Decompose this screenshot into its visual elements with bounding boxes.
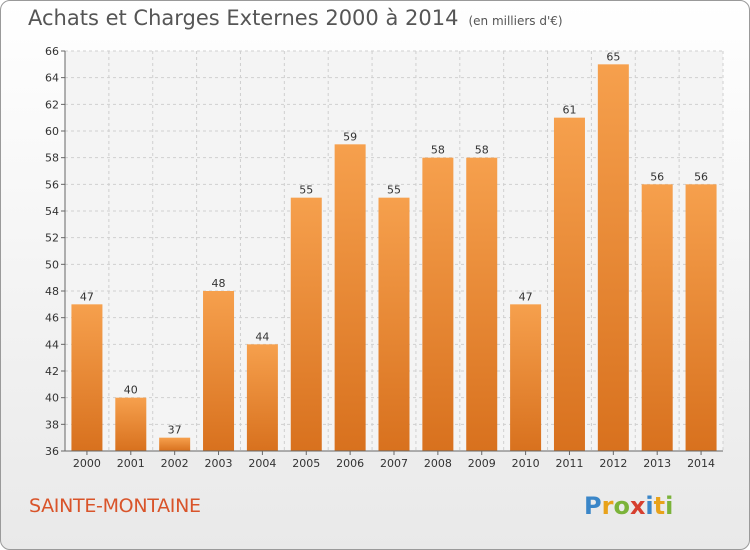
bar-2012 bbox=[597, 64, 629, 452]
y-tick-label: 50 bbox=[45, 258, 59, 271]
x-tick-label-2000: 2000 bbox=[73, 457, 101, 470]
value-label-2001: 40 bbox=[124, 384, 138, 397]
x-tick-label-2010: 2010 bbox=[512, 457, 540, 470]
y-tick-label: 66 bbox=[45, 45, 59, 58]
bar-2006 bbox=[334, 144, 366, 452]
bar-2010 bbox=[510, 304, 542, 451]
value-label-2011: 61 bbox=[562, 104, 576, 117]
proxiti-logo[interactable]: Proxiti bbox=[584, 489, 694, 521]
y-tick-label: 58 bbox=[45, 152, 59, 165]
chart-title-row: Achats et Charges Externes 2000 à 2014 (e… bbox=[28, 6, 563, 30]
y-tick-label: 38 bbox=[45, 418, 59, 431]
bar-2003 bbox=[203, 291, 235, 451]
bar-2005 bbox=[290, 197, 322, 451]
x-tick-label-2005: 2005 bbox=[292, 457, 320, 470]
bar-2004 bbox=[246, 344, 278, 451]
bar-2007 bbox=[378, 197, 410, 451]
bar-2002 bbox=[159, 437, 191, 451]
bar-2009 bbox=[466, 157, 498, 451]
value-label-2009: 58 bbox=[475, 144, 489, 157]
svg-text:Proxiti: Proxiti bbox=[584, 492, 673, 520]
value-label-2007: 55 bbox=[387, 184, 401, 197]
y-tick-label: 40 bbox=[45, 392, 59, 405]
y-tick-label: 62 bbox=[45, 98, 59, 111]
y-tick-label: 64 bbox=[45, 72, 59, 85]
value-label-2006: 59 bbox=[343, 130, 357, 143]
bar-2014 bbox=[685, 184, 717, 452]
y-tick-label: 46 bbox=[45, 312, 59, 325]
bar-2001 bbox=[115, 397, 147, 451]
x-tick-label-2007: 2007 bbox=[380, 457, 408, 470]
value-label-2005: 55 bbox=[299, 184, 313, 197]
x-tick-label-2003: 2003 bbox=[205, 457, 233, 470]
value-label-2002: 37 bbox=[168, 424, 182, 437]
x-tick-label-2009: 2009 bbox=[468, 457, 496, 470]
bar-2011 bbox=[553, 117, 585, 452]
x-tick-label-2002: 2002 bbox=[161, 457, 189, 470]
bar-2000 bbox=[71, 304, 103, 451]
chart-subtitle: (en milliers d'€) bbox=[468, 14, 563, 28]
y-tick-label: 44 bbox=[45, 338, 59, 351]
y-tick-label: 36 bbox=[45, 445, 59, 458]
bar-2013 bbox=[641, 184, 673, 452]
x-tick-label-2001: 2001 bbox=[117, 457, 145, 470]
x-tick-label-2004: 2004 bbox=[248, 457, 276, 470]
x-tick-label-2011: 2011 bbox=[555, 457, 583, 470]
y-tick-label: 52 bbox=[45, 232, 59, 245]
axes: 36 38 40 42 44 46 48 50 52 54 56 58 60 62 64 66 2000 2001… bbox=[45, 45, 723, 470]
y-tick-label: 56 bbox=[45, 178, 59, 191]
value-label-2000: 47 bbox=[80, 290, 94, 303]
x-tick-label-2014: 2014 bbox=[687, 457, 715, 470]
x-tick-label-2012: 2012 bbox=[599, 457, 627, 470]
value-label-2004: 44 bbox=[255, 330, 269, 343]
y-tick-label: 42 bbox=[45, 365, 59, 378]
value-label-2014: 56 bbox=[694, 170, 708, 183]
y-tick-label: 60 bbox=[45, 125, 59, 138]
x-tick-label-2006: 2006 bbox=[336, 457, 364, 470]
value-label-2010: 47 bbox=[519, 290, 533, 303]
bar-2008 bbox=[422, 157, 454, 451]
y-tick-label: 54 bbox=[45, 205, 59, 218]
town-name: SAINTE-MONTAINE bbox=[29, 495, 201, 517]
value-label-2012: 65 bbox=[606, 50, 620, 63]
x-tick-label-2008: 2008 bbox=[424, 457, 452, 470]
chart-title: Achats et Charges Externes 2000 à 2014 bbox=[28, 6, 459, 30]
y-tick-label: 48 bbox=[45, 285, 59, 298]
value-label-2003: 48 bbox=[212, 277, 226, 290]
bars: 47 40 37 48 44 55 59 55 58 58 47 61 65 56 56 bbox=[71, 50, 717, 452]
x-tick-label-2013: 2013 bbox=[643, 457, 671, 470]
value-label-2013: 56 bbox=[650, 170, 664, 183]
value-label-2008: 58 bbox=[431, 144, 445, 157]
